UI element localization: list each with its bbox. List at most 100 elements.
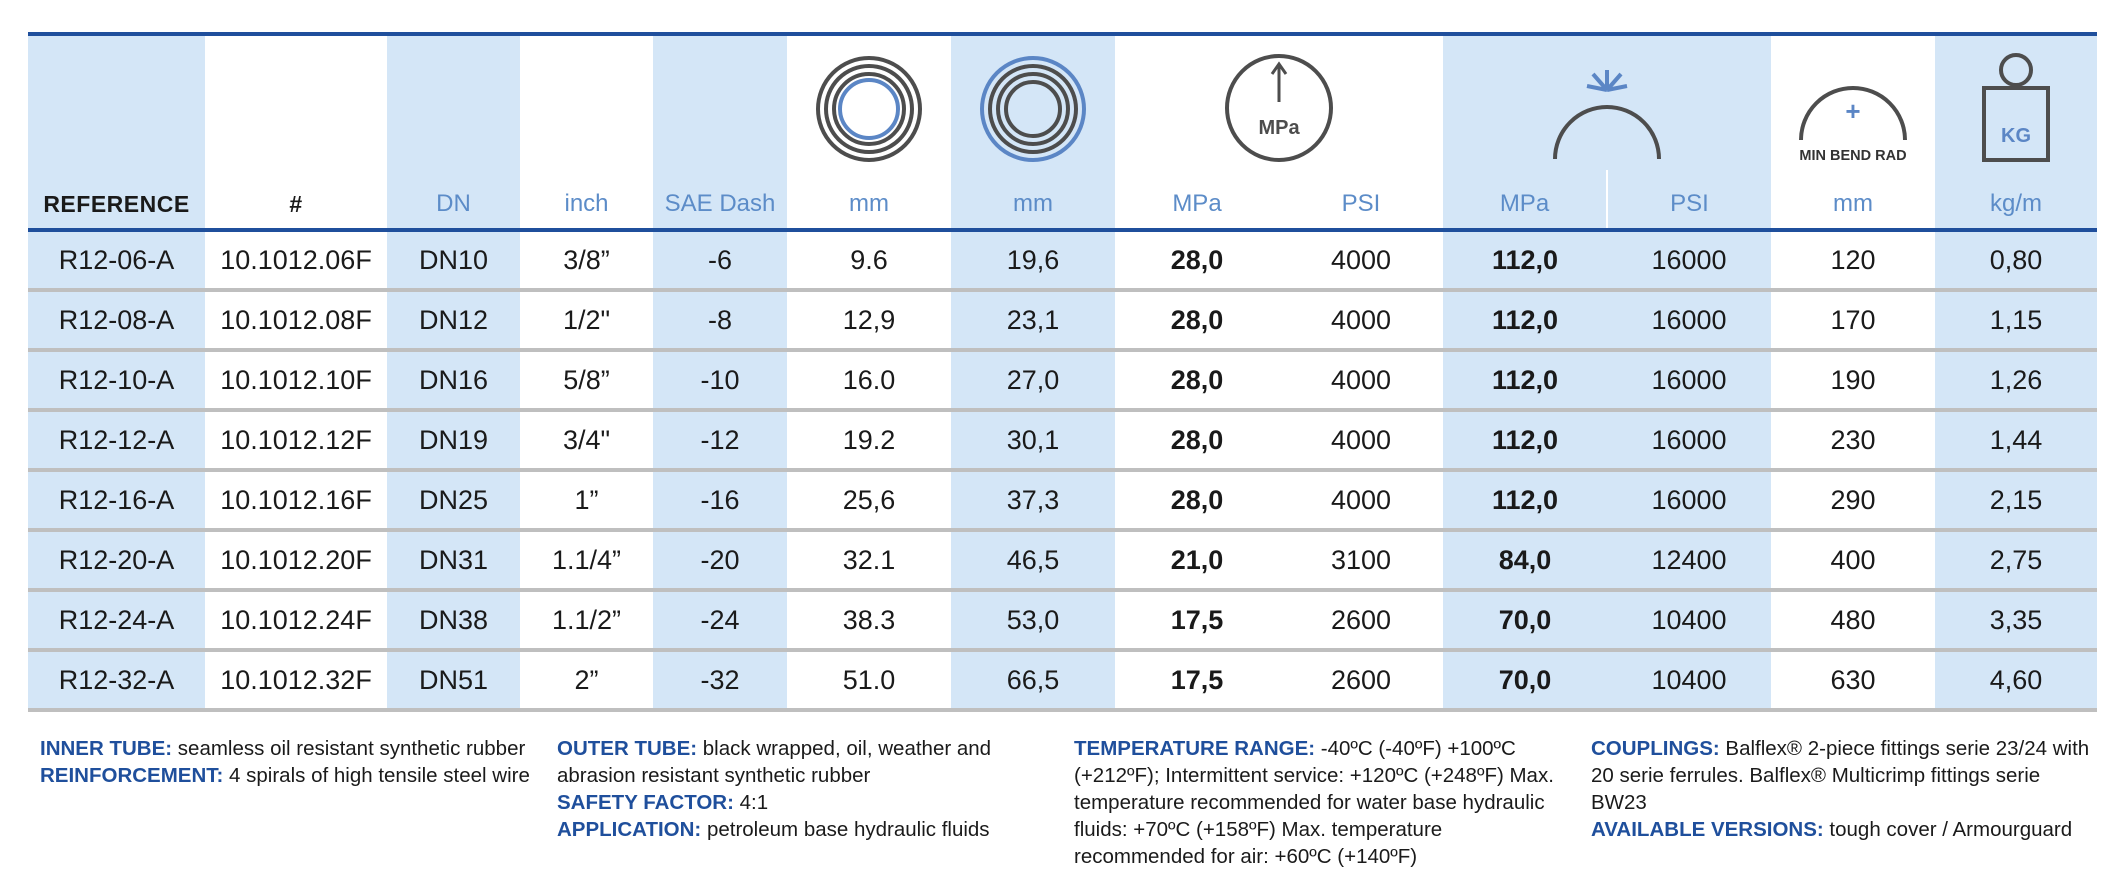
icon-cell-weight: KG xyxy=(1935,32,2097,170)
note-couplings: COUPLINGS: Balflex® 2-piece fittings ser… xyxy=(1591,735,2091,816)
cell-number: 10.1012.10F xyxy=(205,350,387,412)
note-key: TEMPERATURE RANGE: xyxy=(1074,737,1316,760)
cell-min-bend-radius: 400 xyxy=(1771,530,1935,592)
cell-inch: 3/4" xyxy=(520,410,653,472)
cell-weight: 3,35 xyxy=(1935,590,2097,652)
cell-dn: DN31 xyxy=(387,530,520,592)
cell-burst-pressure-psi: 10400 xyxy=(1607,650,1771,712)
outer-diameter-icon xyxy=(980,56,1086,162)
cell-burst-pressure-mpa: 70,0 xyxy=(1443,590,1607,652)
table-row: R12-06-A 10.1012.06F DN10 3/8” -6 9.6 19,6 28,0… xyxy=(28,230,2097,292)
cell-burst-pressure-mpa: 112,0 xyxy=(1443,470,1607,532)
cell-weight: 1,15 xyxy=(1935,290,2097,352)
table-row: R12-08-A 10.1012.08F DN12 1/2" -8 12,9 23,1 28,… xyxy=(28,290,2097,352)
col-header-number: # xyxy=(205,170,387,232)
cell-weight: 2,75 xyxy=(1935,530,2097,592)
icon-cell-burst-pressure xyxy=(1443,32,1771,170)
cell-working-pressure-mpa: 17,5 xyxy=(1115,590,1279,652)
cell-burst-pressure-psi: 12400 xyxy=(1607,530,1771,592)
cell-number: 10.1012.16F xyxy=(205,470,387,532)
notes-column-3: TEMPERATURE RANGE: -40ºC (-40ºF) +100ºC … xyxy=(1074,735,1574,870)
note-safety-factor: SAFETY FACTOR: 4:1 xyxy=(557,789,1057,816)
cell-inner-diameter: 9.6 xyxy=(787,230,951,292)
cell-reference: R12-06-A xyxy=(28,230,205,292)
note-temperature-range: TEMPERATURE RANGE: -40ºC (-40ºF) +100ºC … xyxy=(1074,735,1574,870)
note-key: SAFETY FACTOR: xyxy=(557,791,734,814)
cell-sae-dash: -10 xyxy=(653,350,787,412)
cell-working-pressure-psi: 2600 xyxy=(1279,590,1443,652)
cell-sae-dash: -32 xyxy=(653,650,787,712)
cell-sae-dash: -8 xyxy=(653,290,787,352)
cell-sae-dash: -16 xyxy=(653,470,787,532)
cell-inch: 2” xyxy=(520,650,653,712)
icon-cell-outer-diameter xyxy=(951,32,1115,170)
note-reinforcement: REINFORCEMENT: 4 spirals of high tensile… xyxy=(40,762,540,789)
cell-outer-diameter: 19,6 xyxy=(951,230,1115,292)
cell-number: 10.1012.24F xyxy=(205,590,387,652)
note-key: APPLICATION: xyxy=(557,818,702,841)
cell-working-pressure-psi: 3100 xyxy=(1279,530,1443,592)
note-value: petroleum base hydraulic fluids xyxy=(701,818,990,841)
cell-working-pressure-mpa: 21,0 xyxy=(1115,530,1279,592)
cell-inner-diameter: 12,9 xyxy=(787,290,951,352)
note-value: 4:1 xyxy=(733,791,769,814)
cell-number: 10.1012.06F xyxy=(205,230,387,292)
cell-sae-dash: -12 xyxy=(653,410,787,472)
col-header-inch: inch xyxy=(520,170,653,232)
cell-min-bend-radius: 190 xyxy=(1771,350,1935,412)
cell-min-bend-radius: 120 xyxy=(1771,230,1935,292)
cell-outer-diameter: 30,1 xyxy=(951,410,1115,472)
cell-reference: R12-16-A xyxy=(28,470,205,532)
note-available-versions: AVAILABLE VERSIONS: tough cover / Armour… xyxy=(1591,816,2091,843)
note-key: AVAILABLE VERSIONS: xyxy=(1591,818,1824,841)
cell-inch: 1.1/2” xyxy=(520,590,653,652)
cell-min-bend-radius: 480 xyxy=(1771,590,1935,652)
col-header-bend-mm: mm xyxy=(1771,170,1935,232)
cell-inch: 1” xyxy=(520,470,653,532)
cell-sae-dash: -24 xyxy=(653,590,787,652)
note-inner-tube: INNER TUBE: seamless oil resistant synth… xyxy=(40,735,540,762)
weight-icon-label: KG xyxy=(2001,125,2031,147)
cell-working-pressure-psi: 4000 xyxy=(1279,290,1443,352)
icon-cell-dn xyxy=(387,32,520,170)
cell-inch: 1.1/4” xyxy=(520,530,653,592)
cell-dn: DN16 xyxy=(387,350,520,412)
cell-outer-diameter: 53,0 xyxy=(951,590,1115,652)
col-header-inner-mm: mm xyxy=(787,170,951,232)
bend-plus-mark: + xyxy=(1845,96,1860,126)
cell-working-pressure-mpa: 17,5 xyxy=(1115,650,1279,712)
pressure-icon-label: MPa xyxy=(1258,117,1300,139)
cell-working-pressure-mpa: 28,0 xyxy=(1115,230,1279,292)
col-header-working-psi: PSI xyxy=(1279,170,1443,232)
cell-dn: DN38 xyxy=(387,590,520,652)
icon-cell-number xyxy=(205,32,387,170)
note-value: Balflex® 2-piece fittings serie 23/24 wi… xyxy=(1591,737,2090,814)
notes-column-2: OUTER TUBE: black wrapped, oil, weather … xyxy=(557,735,1057,843)
cell-inch: 3/8” xyxy=(520,230,653,292)
col-header-dn: DN xyxy=(387,170,520,232)
notes-column-1: INNER TUBE: seamless oil resistant synth… xyxy=(40,735,540,789)
cell-burst-pressure-mpa: 70,0 xyxy=(1443,650,1607,712)
cell-inner-diameter: 16.0 xyxy=(787,350,951,412)
table-row: R12-20-A 10.1012.20F DN31 1.1/4” -20 32.1 46,5… xyxy=(28,530,2097,592)
notes-column-4: COUPLINGS: Balflex® 2-piece fittings ser… xyxy=(1591,735,2091,843)
cell-dn: DN10 xyxy=(387,230,520,292)
cell-working-pressure-psi: 2600 xyxy=(1279,650,1443,712)
weight-icon: KG xyxy=(1982,53,2050,162)
cell-min-bend-radius: 230 xyxy=(1771,410,1935,472)
table-row: R12-12-A 10.1012.12F DN19 3/4" -12 19.2 30,1 28… xyxy=(28,410,2097,472)
cell-weight: 4,60 xyxy=(1935,650,2097,712)
cell-reference: R12-24-A xyxy=(28,590,205,652)
table-row: R12-16-A 10.1012.16F DN25 1” -16 25,6 37,3 28,0… xyxy=(28,470,2097,532)
cell-outer-diameter: 66,5 xyxy=(951,650,1115,712)
cell-dn: DN12 xyxy=(387,290,520,352)
cell-number: 10.1012.08F xyxy=(205,290,387,352)
note-application: APPLICATION: petroleum base hydraulic fl… xyxy=(557,816,1057,843)
cell-working-pressure-mpa: 28,0 xyxy=(1115,350,1279,412)
cell-dn: DN25 xyxy=(387,470,520,532)
col-header-working-mpa: MPa xyxy=(1115,170,1279,232)
cell-inner-diameter: 38.3 xyxy=(787,590,951,652)
cell-burst-pressure-mpa: 112,0 xyxy=(1443,290,1607,352)
col-header-burst-mpa: MPa xyxy=(1443,170,1608,232)
cell-outer-diameter: 23,1 xyxy=(951,290,1115,352)
